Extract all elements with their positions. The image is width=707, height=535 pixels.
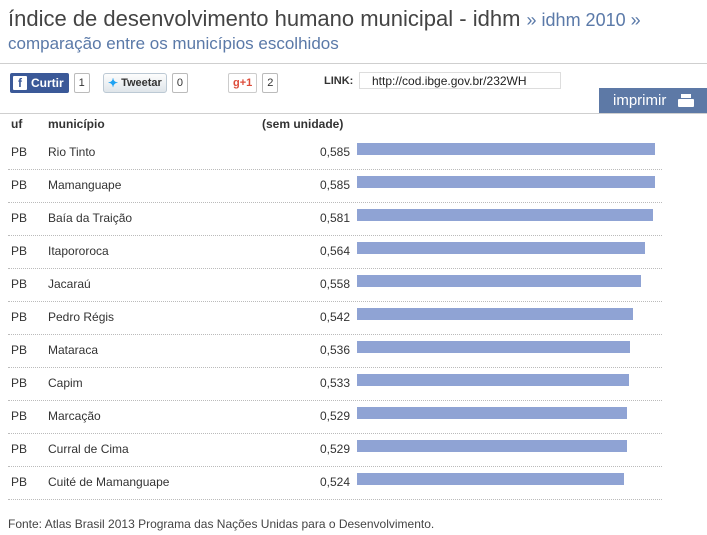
facebook-like-label: Curtir <box>31 76 64 90</box>
row-uf: PB <box>11 310 28 324</box>
bar <box>357 242 645 254</box>
printer-icon <box>678 94 695 107</box>
gplus-count: 2 <box>262 73 279 93</box>
bar <box>357 275 641 287</box>
gplus-label: +1 <box>239 77 253 89</box>
row-municipio: Pedro Régis <box>48 310 115 324</box>
gplus-button[interactable]: g+1 <box>228 73 258 93</box>
data-label: 0,581 <box>319 211 350 225</box>
data-label: 0,533 <box>319 376 350 390</box>
title-suffix-link[interactable]: » idhm 2010 » <box>526 10 641 30</box>
row-uf: PB <box>11 475 28 489</box>
row-uf: PB <box>11 244 28 258</box>
row-municipio: Capim <box>48 376 83 390</box>
facebook-like: f Curtir 1 <box>10 73 90 93</box>
row-municipio: Rio Tinto <box>48 145 96 159</box>
data-label: 0,564 <box>319 244 350 258</box>
row-municipio: Itapororoca <box>48 244 109 258</box>
gplus-icon: g <box>233 77 240 89</box>
table-row: PB Baía da Traição 0,581 <box>8 202 662 236</box>
bar <box>357 209 653 221</box>
bar <box>357 407 627 419</box>
data-label: 0,542 <box>319 310 350 324</box>
row-uf: PB <box>11 211 28 225</box>
data-label: 0,529 <box>319 409 350 423</box>
table-row: PB Mamanguape 0,585 <box>8 169 662 203</box>
row-uf: PB <box>11 442 28 456</box>
row-municipio: Mamanguape <box>48 178 122 192</box>
table-row: PB Curral de Cima 0,529 <box>8 433 662 467</box>
table-row: PB Marcação 0,529 <box>8 400 662 434</box>
row-uf: PB <box>11 376 28 390</box>
bar <box>357 143 655 155</box>
page-subtitle: comparação entre os municípios escolhido… <box>8 34 339 53</box>
facebook-like-button[interactable]: f Curtir <box>10 73 69 93</box>
bar <box>357 176 655 188</box>
facebook-icon: f <box>13 76 27 90</box>
bar <box>357 440 627 452</box>
page-title: índice de desenvolvimento humano municip… <box>8 6 641 32</box>
bar <box>357 473 624 485</box>
row-municipio: Curral de Cima <box>48 442 129 456</box>
data-label: 0,529 <box>319 442 350 456</box>
data-label: 0,524 <box>319 475 350 489</box>
link-url-field[interactable]: http://cod.ibge.gov.br/232WH <box>359 72 561 89</box>
bar <box>357 341 630 353</box>
link-label: LINK: <box>324 75 354 87</box>
column-header-municipio: município <box>48 117 105 131</box>
row-uf: PB <box>11 277 28 291</box>
divider <box>0 63 707 64</box>
table-row: PB Itapororoca 0,564 <box>8 235 662 269</box>
twitter-share: ✦ Tweetar 0 <box>103 73 188 93</box>
title-main: índice de desenvolvimento humano municip… <box>8 6 521 31</box>
column-header-uf: uf <box>11 117 23 131</box>
row-uf: PB <box>11 409 28 423</box>
row-uf: PB <box>11 145 28 159</box>
tweet-count: 0 <box>171 73 188 93</box>
bar <box>357 308 633 320</box>
tweet-button[interactable]: ✦ Tweetar <box>103 73 167 93</box>
row-municipio: Marcação <box>48 409 101 423</box>
print-button[interactable]: imprimir <box>599 88 707 113</box>
row-municipio: Baía da Traição <box>48 211 133 225</box>
row-uf: PB <box>11 178 28 192</box>
bar <box>357 374 629 386</box>
row-uf: PB <box>11 343 28 357</box>
table-row: PB Mataraca 0,536 <box>8 334 662 368</box>
facebook-like-count: 1 <box>73 73 90 93</box>
source-footer: Fonte: Atlas Brasil 2013 Programa das Na… <box>8 517 435 531</box>
table-row: PB Cuité de Mamanguape 0,524 <box>8 466 662 500</box>
data-label: 0,585 <box>319 145 350 159</box>
tweet-label: Tweetar <box>121 77 162 89</box>
table-row: PB Pedro Régis 0,542 <box>8 301 662 335</box>
data-label: 0,585 <box>319 178 350 192</box>
table-row: PB Rio Tinto 0,585 <box>8 136 662 170</box>
print-label: imprimir <box>613 92 667 109</box>
divider <box>0 113 707 114</box>
row-municipio: Cuité de Mamanguape <box>48 475 170 489</box>
gplus-share: g+1 2 <box>228 73 279 93</box>
column-header-value: (sem unidade) <box>262 117 344 131</box>
table-row: PB Capim 0,533 <box>8 367 662 401</box>
row-municipio: Jacaraú <box>48 277 91 291</box>
data-label: 0,558 <box>319 277 350 291</box>
table-row: PB Jacaraú 0,558 <box>8 268 662 302</box>
data-label: 0,536 <box>319 343 350 357</box>
twitter-bird-icon: ✦ <box>108 76 119 90</box>
row-municipio: Mataraca <box>48 343 99 357</box>
